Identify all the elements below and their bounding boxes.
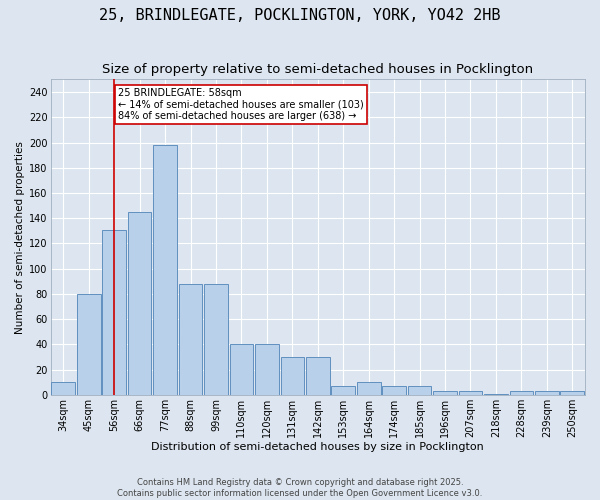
Bar: [433, 391, 457, 395]
X-axis label: Distribution of semi-detached houses by size in Pocklington: Distribution of semi-detached houses by …: [151, 442, 484, 452]
Bar: [103, 230, 126, 395]
Bar: [509, 391, 533, 395]
Bar: [281, 357, 304, 395]
Bar: [408, 386, 431, 395]
Bar: [382, 386, 406, 395]
Bar: [535, 391, 559, 395]
Bar: [230, 344, 253, 395]
Bar: [204, 284, 228, 395]
Bar: [458, 391, 482, 395]
Bar: [357, 382, 380, 395]
Bar: [52, 382, 75, 395]
Title: Size of property relative to semi-detached houses in Pocklington: Size of property relative to semi-detach…: [102, 62, 533, 76]
Bar: [484, 394, 508, 395]
Text: 25, BRINDLEGATE, POCKLINGTON, YORK, YO42 2HB: 25, BRINDLEGATE, POCKLINGTON, YORK, YO42…: [99, 8, 501, 22]
Bar: [77, 294, 101, 395]
Bar: [560, 391, 584, 395]
Bar: [331, 386, 355, 395]
Y-axis label: Number of semi-detached properties: Number of semi-detached properties: [15, 140, 25, 334]
Bar: [179, 284, 202, 395]
Bar: [306, 357, 329, 395]
Bar: [153, 145, 177, 395]
Bar: [128, 212, 151, 395]
Text: 25 BRINDLEGATE: 58sqm
← 14% of semi-detached houses are smaller (103)
84% of sem: 25 BRINDLEGATE: 58sqm ← 14% of semi-deta…: [118, 88, 364, 122]
Bar: [255, 344, 279, 395]
Text: Contains HM Land Registry data © Crown copyright and database right 2025.
Contai: Contains HM Land Registry data © Crown c…: [118, 478, 482, 498]
